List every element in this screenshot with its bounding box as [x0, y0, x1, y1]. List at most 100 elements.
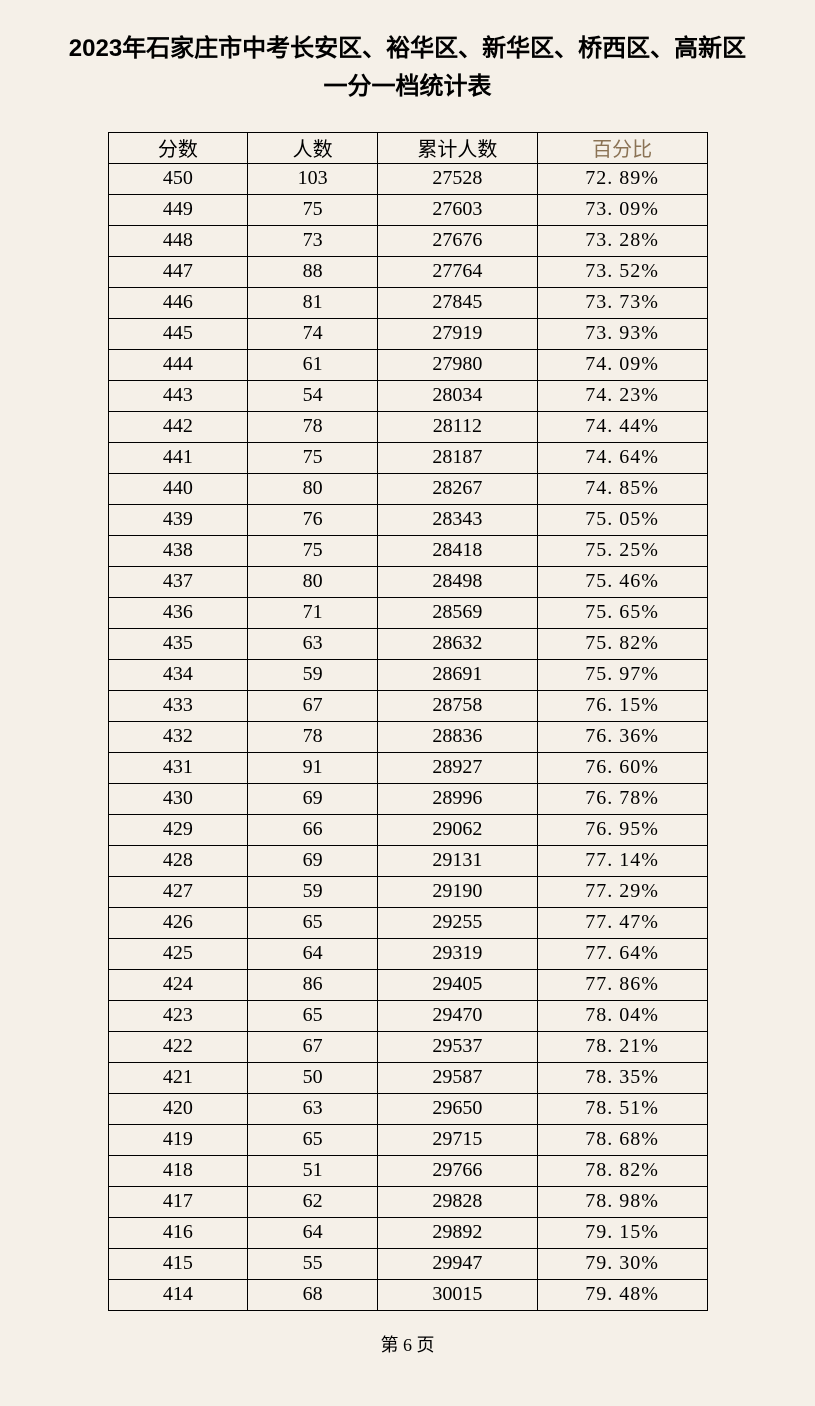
table-row: 427592919077. 29%	[108, 876, 707, 907]
cell-score: 429	[108, 814, 248, 845]
table-row: 423652947078. 04%	[108, 1000, 707, 1031]
cell-cumulative: 28343	[378, 504, 538, 535]
cell-score: 448	[108, 225, 248, 256]
cell-percentage: 78. 68%	[537, 1124, 707, 1155]
cell-percentage: 76. 60%	[537, 752, 707, 783]
cell-count: 86	[248, 969, 378, 1000]
cell-cumulative: 29319	[378, 938, 538, 969]
table-row: 426652925577. 47%	[108, 907, 707, 938]
table-row: 417622982878. 98%	[108, 1186, 707, 1217]
cell-cumulative: 30015	[378, 1279, 538, 1310]
cell-percentage: 75. 97%	[537, 659, 707, 690]
table-row: 422672953778. 21%	[108, 1031, 707, 1062]
cell-percentage: 76. 95%	[537, 814, 707, 845]
cell-score: 431	[108, 752, 248, 783]
score-distribution-table: 分数 人数 累计人数 百分比 4501032752872. 89%449 75 27…	[108, 132, 708, 1311]
table-row: 418512976678. 82%	[108, 1155, 707, 1186]
cell-score: 444	[108, 349, 248, 380]
cell-score: 436	[108, 597, 248, 628]
title-line-1: 2023年石家庄市中考长安区、裕华区、新华区、桥西区、高新区	[69, 35, 746, 62]
table-row: 419652971578. 68%	[108, 1124, 707, 1155]
cell-count: 75	[248, 442, 378, 473]
cell-score: 447	[108, 256, 248, 287]
cell-score: 445	[108, 318, 248, 349]
cell-percentage: 77. 64%	[537, 938, 707, 969]
cell-score: 440	[108, 473, 248, 504]
cell-count: 54	[248, 380, 378, 411]
cell-cumulative: 27603	[378, 194, 538, 225]
cell-cumulative: 29587	[378, 1062, 538, 1093]
table-row: 4501032752872. 89%	[108, 163, 707, 194]
cell-cumulative: 28632	[378, 628, 538, 659]
cell-cumulative: 28267	[378, 473, 538, 504]
header-cumulative: 累计人数	[378, 132, 538, 163]
cell-score: 446	[108, 287, 248, 318]
header-percentage: 百分比	[537, 132, 707, 163]
cell-cumulative: 29470	[378, 1000, 538, 1031]
cell-percentage: 75. 65%	[537, 597, 707, 628]
cell-count: 67	[248, 1031, 378, 1062]
cell-cumulative: 27764	[378, 256, 538, 287]
cell-cumulative: 28758	[378, 690, 538, 721]
table-row: 431912892776. 60%	[108, 752, 707, 783]
cell-count: 81	[248, 287, 378, 318]
cell-count: 63	[248, 628, 378, 659]
cell-cumulative: 29892	[378, 1217, 538, 1248]
header-score: 分数	[108, 132, 248, 163]
header-count: 人数	[248, 132, 378, 163]
cell-cumulative: 29715	[378, 1124, 538, 1155]
cell-count: 51	[248, 1155, 378, 1186]
cell-cumulative: 29255	[378, 907, 538, 938]
cell-cumulative: 29537	[378, 1031, 538, 1062]
cell-cumulative: 27528	[378, 163, 538, 194]
table-row: 424862940577. 86%	[108, 969, 707, 1000]
cell-cumulative: 27845	[378, 287, 538, 318]
cell-score: 439	[108, 504, 248, 535]
table-row: 448732767673. 28%	[108, 225, 707, 256]
table-row: 420632965078. 51%	[108, 1093, 707, 1124]
cell-score: 441	[108, 442, 248, 473]
table-row: 414683001579. 48%	[108, 1279, 707, 1310]
cell-percentage: 74. 23%	[537, 380, 707, 411]
cell-score: 449	[108, 194, 248, 225]
cell-cumulative: 27676	[378, 225, 538, 256]
table-row: 429662906276. 95%	[108, 814, 707, 845]
table-body: 4501032752872. 89%449 75 2760373. 09%44873…	[108, 163, 707, 1310]
cell-count: 80	[248, 473, 378, 504]
cell-percentage: 76. 36%	[537, 721, 707, 752]
cell-percentage: 73. 09%	[537, 194, 707, 225]
cell-score: 424	[108, 969, 248, 1000]
cell-score: 415	[108, 1248, 248, 1279]
cell-cumulative: 28691	[378, 659, 538, 690]
table-row: 437802849875. 46%	[108, 566, 707, 597]
cell-cumulative: 28034	[378, 380, 538, 411]
cell-count: 80	[248, 566, 378, 597]
cell-score: 438	[108, 535, 248, 566]
cell-count: 66	[248, 814, 378, 845]
cell-cumulative: 28836	[378, 721, 538, 752]
table-header-row: 分数 人数 累计人数 百分比	[108, 132, 707, 163]
cell-score: 433	[108, 690, 248, 721]
table-row: 415552994779. 30%	[108, 1248, 707, 1279]
cell-count: 76	[248, 504, 378, 535]
cell-percentage: 76. 15%	[537, 690, 707, 721]
cell-cumulative: 29405	[378, 969, 538, 1000]
cell-score: 442	[108, 411, 248, 442]
table-row: 439762834375. 05%	[108, 504, 707, 535]
cell-count: 65	[248, 1000, 378, 1031]
cell-score: 417	[108, 1186, 248, 1217]
cell-count: 65	[248, 1124, 378, 1155]
cell-cumulative: 29947	[378, 1248, 538, 1279]
cell-count: 64	[248, 938, 378, 969]
cell-percentage: 75. 05%	[537, 504, 707, 535]
table-row: 416642989279. 15%	[108, 1217, 707, 1248]
cell-cumulative: 29650	[378, 1093, 538, 1124]
cell-cumulative: 28112	[378, 411, 538, 442]
cell-percentage: 76. 78%	[537, 783, 707, 814]
cell-percentage: 78. 04%	[537, 1000, 707, 1031]
cell-percentage: 79. 15%	[537, 1217, 707, 1248]
table-row: 446812784573. 73%	[108, 287, 707, 318]
cell-score: 423	[108, 1000, 248, 1031]
cell-cumulative: 29190	[378, 876, 538, 907]
cell-percentage: 75. 25%	[537, 535, 707, 566]
